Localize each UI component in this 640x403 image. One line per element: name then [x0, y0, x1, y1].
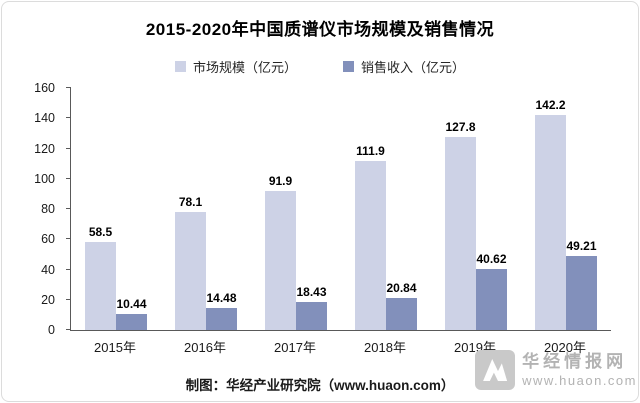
y-tick-label: 160 — [34, 81, 55, 95]
bar: 91.9 — [265, 174, 296, 330]
y-tick-label: 80 — [41, 202, 55, 216]
legend-marker-icon — [343, 61, 354, 72]
x-tick-label: 2020年 — [544, 340, 586, 355]
y-tick-mark — [66, 268, 71, 270]
y-tick-label: 40 — [41, 262, 55, 277]
y-axis-labels: 0 20 40 60 80 100 120 140 160 — [0, 81, 64, 337]
y-tick-mark — [66, 329, 71, 330]
y-tick-mark — [66, 238, 71, 240]
y-tick-label: 20 — [41, 292, 55, 307]
watermark-text: 华经情报网 www.huaon.com — [522, 351, 637, 389]
bar-group: 127.8 40.62 — [431, 88, 521, 330]
bar: 40.62 — [476, 252, 507, 330]
watermark-logo-icon — [475, 350, 516, 390]
x-tick-label: 2016年 — [184, 340, 226, 355]
x-tick-label: 2018年 — [364, 340, 406, 355]
bar: 111.9 — [355, 144, 386, 330]
bar-value-label: 49.21 — [566, 238, 597, 253]
bar-value-label: 111.9 — [356, 143, 385, 158]
y-tick-mark — [66, 298, 71, 300]
watermark-url: www.huaon.com — [522, 372, 637, 388]
y-tick-label: 120 — [34, 141, 55, 156]
bar: 142.2 — [535, 98, 566, 330]
bar-value-label: 78.1 — [178, 194, 203, 209]
bar-group: 111.9 20.84 — [341, 88, 431, 330]
bar-group: 58.5 10.44 — [71, 88, 161, 330]
y-tick-mark — [66, 147, 71, 149]
bar-value-label: 20.84 — [386, 281, 417, 296]
legend-label: 市场规模（亿元） — [192, 60, 297, 75]
bar: 78.1 — [175, 195, 206, 330]
bar-group: 142.2 49.21 — [521, 88, 611, 330]
bar-value-label: 40.62 — [476, 251, 507, 266]
bar-value-label: 91.9 — [268, 174, 293, 189]
y-tick-label: 60 — [41, 232, 55, 247]
legend-item: 销售收入（亿元） — [343, 57, 465, 76]
bar: 20.84 — [386, 281, 417, 330]
y-tick-label: 100 — [34, 171, 55, 186]
bar: 10.44 — [116, 297, 147, 330]
legend-marker-icon — [174, 61, 186, 72]
y-tick-label: 140 — [34, 111, 55, 126]
x-tick-label: 2015年 — [94, 340, 136, 355]
watermark-brand: 华经情报网 — [522, 352, 628, 372]
bar: 18.43 — [296, 285, 327, 330]
bar: 127.8 — [445, 120, 476, 330]
y-tick-label: 0 — [48, 323, 55, 337]
y-tick-mark — [66, 87, 71, 88]
bar-value-label: 127.8 — [445, 119, 476, 134]
bar-group: 91.9 18.43 — [251, 88, 341, 330]
legend-label: 销售收入（亿元） — [361, 60, 466, 75]
bar-value-label: 142.2 — [535, 97, 566, 112]
legend-item: 市场规模（亿元） — [174, 57, 297, 76]
y-tick-mark — [66, 117, 71, 119]
bar-group: 78.1 14.48 — [161, 88, 251, 330]
bar: 14.48 — [206, 291, 237, 330]
bar-value-label: 14.48 — [206, 291, 237, 306]
y-tick-mark — [66, 177, 71, 179]
watermark: 华经情报网 www.huaon.com — [475, 350, 637, 390]
bar: 58.5 — [85, 225, 116, 330]
x-axis-labels: 2015年 2016年 2017年 2018年 2019年 2020年 — [70, 337, 610, 356]
bar-value-label: 18.43 — [296, 285, 327, 300]
chart-title: 2015-2020年中国质谱仪市场规模及销售情况 — [145, 20, 495, 39]
bar-value-label: 58.5 — [88, 224, 113, 239]
bar-value-label: 10.44 — [116, 297, 147, 312]
x-tick-label: 2017年 — [274, 340, 316, 355]
legend: 市场规模（亿元） 销售收入（亿元） — [0, 57, 640, 76]
plot-area: 58.5 10.44 78.1 14.48 91.9 18.43 111.9 20.84 127… — [66, 87, 611, 331]
y-tick-mark — [66, 208, 71, 209]
credit-line: 制图：华经产业研究院（www.huaon.com） — [185, 378, 455, 393]
bar: 49.21 — [566, 239, 597, 330]
